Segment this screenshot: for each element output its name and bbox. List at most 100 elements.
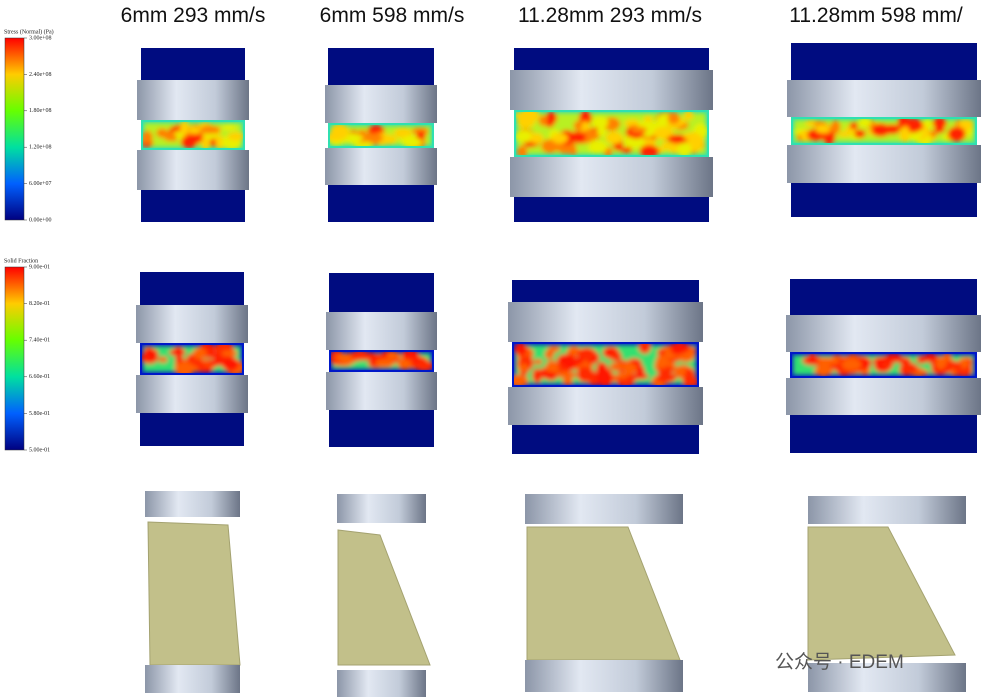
- blob: [636, 364, 645, 379]
- legend-tick-label: 0.00e+00: [29, 217, 52, 223]
- blob: [677, 142, 692, 155]
- blob: [620, 147, 633, 154]
- legend-tick-label: 9.00e-01: [29, 264, 50, 270]
- simulation-panel: [326, 273, 437, 447]
- legend-tick-label: 5.00e-01: [29, 447, 50, 453]
- punch: [145, 665, 240, 693]
- particle-panel: [807, 496, 966, 692]
- blob: [849, 121, 859, 130]
- blob: [813, 366, 834, 376]
- blob: [516, 145, 528, 155]
- punch: [137, 150, 249, 190]
- blob: [143, 130, 153, 145]
- blobs: [514, 344, 697, 385]
- blob: [932, 119, 947, 129]
- punch: [508, 387, 703, 425]
- punch: [325, 85, 437, 123]
- simulation-panel: [508, 280, 703, 454]
- blob: [200, 125, 221, 134]
- blob: [857, 119, 872, 128]
- legend-title: Stress (Normal) (Pa): [4, 28, 54, 35]
- blob: [514, 344, 528, 356]
- blob: [545, 360, 559, 376]
- simulation-panel: [325, 48, 437, 222]
- blob: [330, 125, 350, 140]
- blob: [901, 126, 910, 142]
- blob: [871, 123, 891, 137]
- blob: [815, 124, 830, 134]
- blob: [640, 138, 657, 146]
- simulation-panel: [137, 48, 249, 222]
- blob: [555, 371, 578, 379]
- blob: [609, 351, 622, 362]
- blob: [605, 131, 624, 145]
- blob-layer: [331, 352, 432, 370]
- legend-tick-label: 5.80e-01: [29, 411, 50, 417]
- blob: [411, 127, 429, 135]
- punch: [508, 302, 703, 342]
- blob: [639, 144, 660, 155]
- blob: [374, 358, 395, 368]
- blob: [655, 372, 677, 383]
- punch: [136, 375, 248, 413]
- blob: [221, 356, 239, 372]
- blob: [221, 124, 237, 131]
- blob: [941, 360, 962, 370]
- blob: [922, 354, 939, 363]
- blob: [841, 358, 862, 371]
- blob: [817, 357, 835, 365]
- blob: [386, 352, 401, 360]
- blob: [206, 359, 228, 366]
- blob-layer: [143, 122, 243, 148]
- punch: [786, 378, 981, 415]
- color-scale: [4, 37, 25, 221]
- column-title: 6mm 598 mm/s: [320, 4, 465, 27]
- punch: [787, 80, 981, 117]
- punch: [787, 145, 981, 183]
- blobs: [331, 352, 432, 370]
- blob: [630, 126, 648, 134]
- blob: [854, 129, 866, 139]
- blob-layer: [142, 345, 242, 373]
- blob: [158, 356, 168, 363]
- blob: [947, 126, 966, 142]
- blob: [667, 112, 680, 125]
- blob: [837, 131, 853, 138]
- blob: [364, 133, 384, 144]
- blob: [898, 365, 918, 374]
- blobs: [793, 119, 975, 143]
- blob: [516, 114, 536, 129]
- blob: [573, 120, 583, 131]
- blob: [579, 112, 592, 126]
- blobs: [516, 112, 707, 155]
- blob: [201, 135, 210, 148]
- blob: [655, 354, 669, 369]
- simulation-panel: [510, 48, 713, 222]
- blob: [350, 352, 370, 361]
- blob: [624, 360, 634, 376]
- blob: [573, 357, 584, 366]
- blob: [671, 348, 684, 355]
- blob: [569, 131, 586, 144]
- blob: [638, 344, 652, 354]
- particle-bed: [337, 529, 431, 666]
- blobs: [142, 345, 242, 373]
- punch: [525, 494, 683, 524]
- punch: [326, 372, 437, 410]
- blob: [179, 122, 189, 137]
- blob: [624, 119, 641, 128]
- column-title: 11.28mm 598 mm/: [789, 4, 963, 27]
- blob: [227, 131, 243, 141]
- blob: [514, 374, 529, 385]
- legend-tick-label: 2.40e+08: [29, 72, 52, 78]
- blob: [400, 135, 422, 146]
- particle-panel: [145, 491, 241, 693]
- simulation-panel: [787, 43, 981, 217]
- blob-layer: [514, 344, 697, 385]
- punch: [337, 670, 426, 697]
- blob: [542, 371, 557, 380]
- legend-tick-label: 1.80e+08: [29, 108, 52, 114]
- blob: [581, 129, 600, 141]
- blob: [394, 127, 413, 139]
- simulation-panel: [786, 279, 981, 453]
